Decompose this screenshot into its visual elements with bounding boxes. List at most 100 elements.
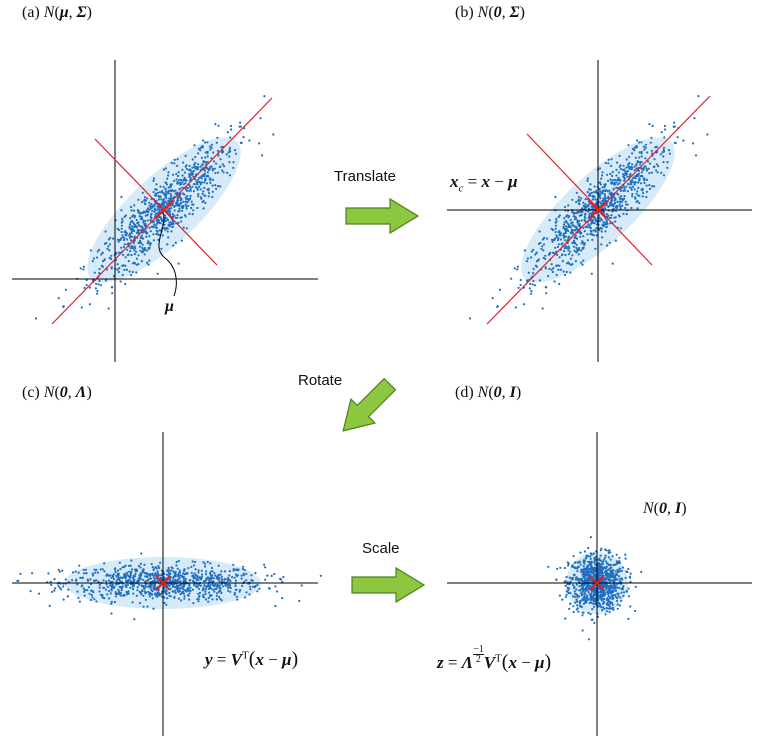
scatter-point xyxy=(204,592,207,596)
scatter-point xyxy=(37,592,41,595)
scatter-point xyxy=(176,199,179,203)
scatter-point xyxy=(222,171,225,174)
scatter-point xyxy=(71,571,75,574)
scatter-point xyxy=(645,195,648,199)
scatter-point xyxy=(110,585,114,588)
scatter-point xyxy=(591,211,594,214)
scatter-point xyxy=(239,125,242,128)
scatter-point xyxy=(171,585,174,588)
scatter-point xyxy=(602,221,605,224)
scatter-point xyxy=(534,264,538,267)
scatter-point xyxy=(131,262,135,265)
panel-d-mean-marker xyxy=(589,575,605,591)
scatter-point xyxy=(107,238,110,241)
scatter-point xyxy=(575,250,578,254)
scatter-point xyxy=(636,200,639,203)
scatter-point xyxy=(110,600,113,604)
scatter-point xyxy=(144,575,147,578)
mu-annotation: μ xyxy=(165,298,174,315)
scatter-point xyxy=(229,586,232,590)
scatter-point xyxy=(75,578,78,581)
scatter-point xyxy=(108,589,111,593)
scatter-point xyxy=(609,564,612,567)
scatter-point xyxy=(606,173,609,176)
scatter-point xyxy=(171,221,174,224)
scatter-point xyxy=(115,580,118,583)
scatter-point xyxy=(598,594,601,598)
scatter-point xyxy=(203,172,207,175)
scatter-point xyxy=(177,587,180,590)
scatter-point xyxy=(141,589,144,592)
scatter-point xyxy=(585,586,588,589)
scatter-point xyxy=(143,563,146,566)
scatter-point xyxy=(602,560,605,564)
scatter-point xyxy=(263,563,266,566)
scatter-point xyxy=(609,574,612,577)
scatter-point xyxy=(615,174,618,177)
scatter-point xyxy=(582,204,585,207)
scatter-point xyxy=(659,153,662,156)
scatter-point xyxy=(198,176,201,180)
scatter-point xyxy=(170,183,173,186)
scatter-point xyxy=(575,588,578,591)
scatter-point xyxy=(631,147,635,150)
scatter-point xyxy=(607,604,610,607)
panel-b-principal-axis-minor xyxy=(526,133,653,266)
scatter-point xyxy=(134,247,137,250)
scatter-point xyxy=(206,577,210,580)
panel-d-label: (d) N(0, I) xyxy=(455,384,522,401)
scatter-point xyxy=(637,181,640,184)
scatter-point xyxy=(516,268,519,271)
scatter-point xyxy=(215,141,218,144)
scatter-point xyxy=(590,191,593,194)
scatter-point xyxy=(528,287,532,290)
scatter-point xyxy=(149,243,152,247)
translate-arrow xyxy=(345,197,420,235)
scatter-point xyxy=(144,598,147,601)
scatter-point xyxy=(605,560,608,563)
scatter-point xyxy=(133,204,136,207)
scatter-point xyxy=(179,196,182,199)
scatter-point xyxy=(605,221,609,224)
scatter-point xyxy=(554,224,558,227)
panel-c-plot xyxy=(12,432,322,736)
scatter-point xyxy=(601,190,604,193)
scatter-point xyxy=(67,588,70,591)
scatter-point xyxy=(155,212,158,215)
scatter-point xyxy=(91,572,94,575)
scatter-point xyxy=(107,245,110,248)
scatter-point xyxy=(110,266,113,269)
scatter-point xyxy=(53,578,56,581)
scatter-point xyxy=(643,165,646,168)
scatter-point xyxy=(85,284,88,287)
scatter-point xyxy=(580,261,583,264)
scatter-point xyxy=(221,163,224,166)
scatter-point xyxy=(581,629,584,632)
scatter-point xyxy=(30,572,34,575)
scale-label: Scale xyxy=(362,540,400,557)
scatter-point xyxy=(175,564,178,567)
scatter-point xyxy=(77,596,80,600)
scatter-point xyxy=(697,95,700,98)
scatter-point xyxy=(610,214,613,217)
scatter-point xyxy=(578,214,581,217)
scatter-point xyxy=(124,564,127,567)
scatter-point xyxy=(589,183,592,186)
scatter-point xyxy=(626,175,629,178)
scatter-point xyxy=(558,594,562,597)
scatter-point xyxy=(104,588,108,591)
scatter-point xyxy=(598,220,601,223)
scatter-point xyxy=(591,218,594,221)
scatter-point xyxy=(600,547,603,550)
scatter-point xyxy=(180,599,183,602)
scatter-point xyxy=(142,594,145,597)
scatter-point xyxy=(581,614,584,617)
scatter-point xyxy=(229,579,232,583)
scatter-point xyxy=(592,552,595,555)
scatter-point xyxy=(203,562,207,565)
scatter-point xyxy=(567,253,571,256)
scatter-point xyxy=(151,597,154,600)
scatter-point xyxy=(152,568,155,572)
scatter-point xyxy=(570,577,573,580)
scatter-point xyxy=(272,133,275,136)
